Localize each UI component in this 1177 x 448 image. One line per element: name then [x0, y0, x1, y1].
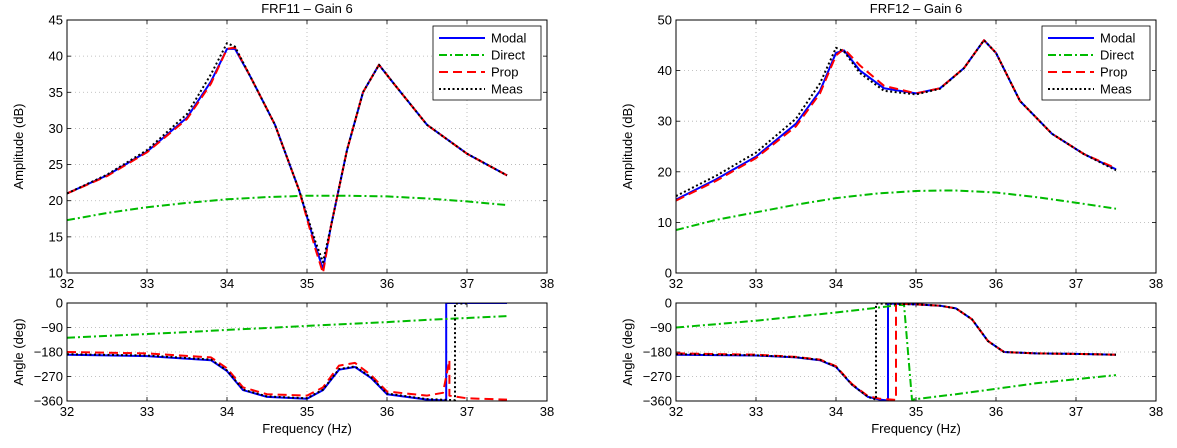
series-line-direct [67, 194, 508, 222]
series-line-meas [67, 303, 467, 401]
y-tick-label: 40 [49, 49, 63, 64]
series-group [676, 39, 1117, 231]
y-tick-label: 25 [49, 157, 63, 172]
y-tick-label: −90 [650, 320, 672, 335]
x-tick-label: 36 [989, 276, 1003, 291]
y-tick-label: 40 [658, 63, 672, 78]
x-tick-label: 36 [989, 404, 1003, 419]
series-group [67, 303, 508, 401]
x-tick-label: 32 [60, 404, 74, 419]
y-tick-label: −90 [41, 320, 63, 335]
y-tick-label: 30 [49, 121, 63, 136]
legend-label-meas: Meas [491, 82, 523, 97]
axes-box [66, 19, 548, 274]
series-line-prop [67, 351, 508, 401]
series-group [676, 303, 1117, 401]
series-line-prop [676, 39, 1117, 202]
x-tick-label: 36 [380, 404, 394, 419]
legend-label-prop: Prop [491, 65, 518, 80]
x-tick-label: 37 [1069, 404, 1083, 419]
y-axis-label: Angle (deg) [11, 318, 26, 385]
x-axis-label: Frequency (Hz) [262, 421, 352, 436]
y-tick-label: −270 [643, 369, 672, 384]
axes-box [675, 302, 1157, 402]
chart-panel-3: 32 33 34 35 36 37 38 0 −90 −180 −270 −360 Angle (deg… [620, 296, 1163, 437]
legend: Modal Direct Prop Meas [432, 25, 542, 101]
x-tick-label: 33 [749, 404, 763, 419]
y-axis-label: Amplitude (dB) [620, 104, 635, 190]
series-line-modal [67, 47, 508, 271]
chart-panel-1: 32 33 34 35 36 37 38 0 −90 −180 −270 −360 Angle (deg… [11, 296, 554, 437]
series-group [67, 42, 508, 273]
chart-title: FRF11 – Gain 6 [261, 1, 353, 16]
y-tick-label: −270 [34, 369, 63, 384]
x-tick-label: 32 [60, 276, 74, 291]
y-tick-label: 0 [665, 296, 672, 311]
y-tick-label: −360 [34, 394, 63, 409]
y-tick-label: −360 [643, 394, 672, 409]
x-tick-label: 37 [1069, 276, 1083, 291]
x-tick-label: 37 [460, 276, 474, 291]
axes-box [66, 302, 548, 402]
y-tick-label: 0 [665, 266, 672, 281]
y-tick-label: 35 [49, 85, 63, 100]
x-tick-label: 34 [829, 276, 843, 291]
legend-label-prop: Prop [1100, 65, 1127, 80]
y-axis-label: Angle (deg) [620, 318, 635, 385]
x-axis-label: Frequency (Hz) [871, 421, 961, 436]
series-line-meas [67, 42, 508, 264]
series-line-meas [676, 303, 1117, 401]
x-tick-label: 36 [380, 276, 394, 291]
series-line-prop [676, 303, 1117, 401]
y-tick-label: 0 [56, 296, 63, 311]
y-tick-label: 45 [49, 13, 63, 28]
y-tick-label: −180 [643, 345, 672, 360]
x-tick-label: 35 [909, 276, 923, 291]
legend-label-meas: Meas [1100, 82, 1132, 97]
series-line-direct [676, 189, 1117, 231]
y-tick-label: 20 [658, 164, 672, 179]
chart-panel-2: 32 33 34 35 36 37 38 0 10 20 30 40 50 FRF12 – Gain 6 A… [620, 1, 1163, 291]
legend-label-modal: Modal [1100, 31, 1136, 46]
series-line-direct [67, 315, 508, 339]
y-tick-label: 50 [658, 13, 672, 28]
x-tick-label: 32 [669, 404, 683, 419]
y-tick-label: 10 [658, 215, 672, 230]
legend-label-modal: Modal [491, 31, 527, 46]
legend: Modal Direct Prop Meas [1041, 25, 1151, 101]
x-tick-label: 35 [909, 404, 923, 419]
x-tick-label: 35 [300, 404, 314, 419]
legend-label-direct: Direct [1100, 48, 1134, 63]
y-tick-label: 15 [49, 229, 63, 244]
x-tick-label: 38 [540, 276, 554, 291]
x-tick-label: 37 [460, 404, 474, 419]
y-tick-label: 20 [49, 193, 63, 208]
x-tick-label: 33 [140, 404, 154, 419]
y-tick-label: 30 [658, 114, 672, 129]
legend-label-direct: Direct [491, 48, 525, 63]
axes-box [675, 19, 1157, 274]
x-tick-label: 32 [669, 276, 683, 291]
x-tick-label: 34 [829, 404, 843, 419]
x-tick-label: 33 [749, 276, 763, 291]
series-line-meas [676, 39, 1117, 197]
x-tick-label: 38 [540, 404, 554, 419]
y-axis-label: Amplitude (dB) [11, 104, 26, 190]
chart-panel-0: 32 33 34 35 36 37 38 10 15 20 25 30 35 40 45 FRF11 – Ga… [11, 1, 554, 291]
x-tick-label: 38 [1149, 404, 1163, 419]
x-tick-label: 34 [220, 276, 234, 291]
x-tick-label: 33 [140, 276, 154, 291]
x-tick-label: 35 [300, 276, 314, 291]
x-tick-label: 38 [1149, 276, 1163, 291]
x-tick-label: 34 [220, 404, 234, 419]
chart-title: FRF12 – Gain 6 [870, 1, 963, 16]
y-tick-label: 10 [49, 266, 63, 281]
y-tick-label: −180 [34, 345, 63, 360]
